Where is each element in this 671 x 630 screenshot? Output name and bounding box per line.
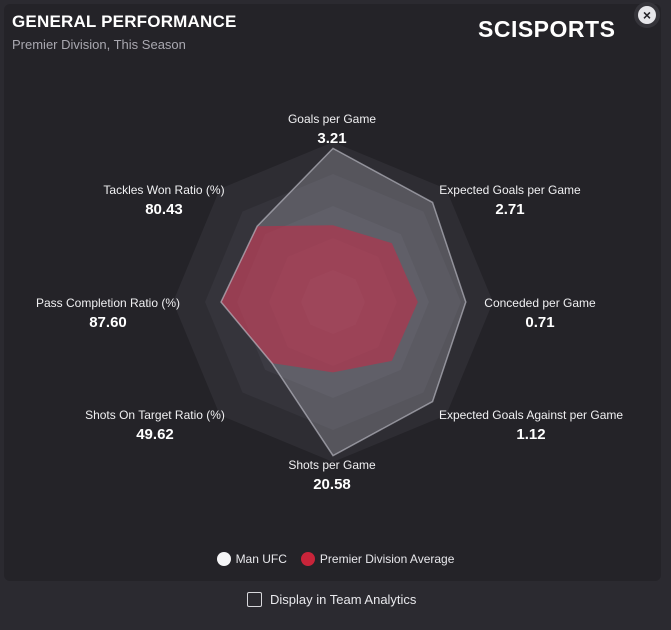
- axis-value: 87.60: [89, 314, 127, 331]
- axis-value: 2.71: [495, 201, 525, 218]
- axis-name: Expected Goals per Game: [439, 183, 581, 197]
- axis-label-2: Conceded per Game 0.71: [440, 296, 640, 331]
- scisports-logo: SCISPORTS: [478, 16, 616, 42]
- axis-label-4: Shots per Game 20.58: [232, 458, 432, 493]
- axis-label-7: Tackles Won Ratio (%) 80.43: [64, 183, 264, 218]
- close-icon: ×: [638, 6, 656, 24]
- legend-item-average: Premier Division Average: [300, 552, 455, 566]
- legend-label-team: Man UFC: [235, 552, 287, 566]
- axis-value: 49.62: [136, 426, 174, 443]
- legend-item-team: Man UFC: [216, 552, 287, 566]
- axis-label-6: Pass Completion Ratio (%) 87.60: [8, 296, 208, 331]
- page-subtitle: Premier Division, This Season: [12, 37, 186, 52]
- legend-dot-average: [300, 552, 315, 566]
- axis-label-5: Shots On Target Ratio (%) 49.62: [55, 408, 255, 443]
- axis-label-0: Goals per Game 3.21: [232, 112, 432, 147]
- axis-value: 20.58: [313, 476, 351, 493]
- axis-name: Conceded per Game: [484, 296, 596, 310]
- axis-label-1: Expected Goals per Game 2.71: [410, 183, 610, 218]
- series-average-area: [221, 225, 418, 373]
- series-team-outline: [220, 147, 467, 457]
- axis-value: 80.43: [145, 201, 183, 218]
- legend-dot-team: [216, 552, 231, 566]
- axis-value: 3.21: [317, 130, 347, 147]
- chart-legend: Man UFC Premier Division Average: [0, 552, 671, 566]
- close-button[interactable]: ×: [634, 2, 660, 28]
- axis-value: 1.12: [516, 426, 546, 443]
- axis-name: Expected Goals Against per Game: [438, 408, 624, 422]
- display-checkbox-label: Display in Team Analytics: [270, 592, 417, 607]
- axis-name: Shots On Target Ratio (%): [85, 408, 225, 422]
- axis-value: 0.71: [525, 314, 555, 331]
- axis-name: Goals per Game: [287, 112, 377, 126]
- axis-name: Tackles Won Ratio (%): [103, 183, 225, 197]
- axis-name: Shots per Game: [288, 458, 376, 472]
- legend-label-average: Premier Division Average: [319, 552, 455, 566]
- axis-label-3: Expected Goals Against per Game 1.12: [431, 408, 631, 443]
- display-checkbox[interactable]: [247, 592, 262, 607]
- display-in-team-analytics[interactable]: Display in Team Analytics: [247, 592, 416, 607]
- page-title: GENERAL PERFORMANCE: [12, 12, 237, 31]
- axis-name: Pass Completion Ratio (%): [35, 296, 181, 310]
